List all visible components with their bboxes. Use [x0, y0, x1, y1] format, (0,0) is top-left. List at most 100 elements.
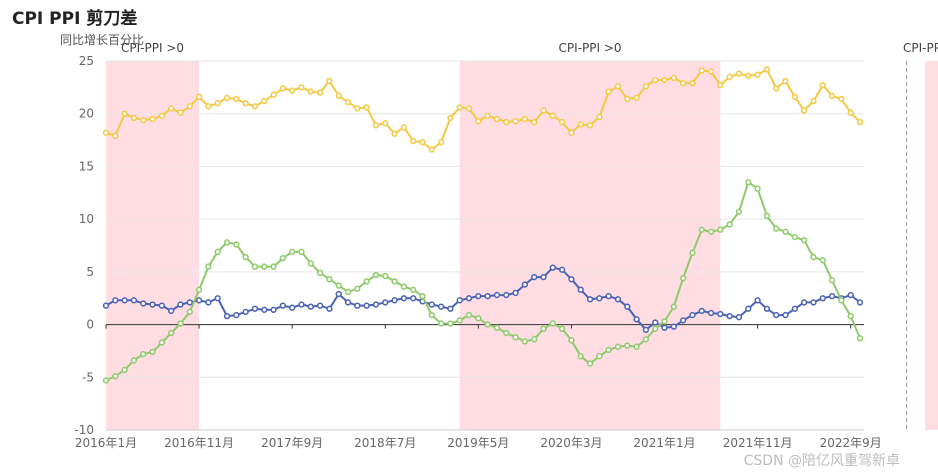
- data-point-blue: [344, 299, 352, 306]
- data-point-green: [140, 350, 147, 358]
- data-point-blue: [791, 305, 798, 312]
- data-point-blue: [177, 301, 184, 308]
- data-point-yellow: [856, 118, 864, 126]
- data-point-blue: [158, 302, 166, 309]
- band-label-2: CPI-PPI >0: [903, 41, 938, 55]
- data-point-green: [698, 226, 705, 233]
- data-point-green: [838, 297, 845, 304]
- x-tick-label: 2020年3月: [540, 436, 602, 450]
- data-point-blue: [279, 302, 287, 309]
- data-point-yellow: [540, 107, 547, 114]
- data-point-green: [242, 253, 249, 261]
- data-point-blue: [447, 305, 454, 312]
- data-point-yellow: [819, 82, 826, 89]
- data-point-yellow: [735, 70, 743, 77]
- data-point-blue: [205, 299, 212, 306]
- data-point-blue: [652, 319, 659, 326]
- data-point-yellow: [233, 95, 240, 103]
- data-point-blue: [372, 301, 380, 308]
- data-point-blue: [800, 299, 808, 306]
- data-point-green: [149, 348, 156, 356]
- data-point-green: [326, 276, 333, 283]
- data-point-yellow: [521, 115, 529, 123]
- data-point-yellow: [391, 130, 398, 137]
- data-point-yellow: [763, 66, 771, 73]
- data-point-green: [782, 228, 789, 235]
- data-point-blue: [195, 297, 203, 304]
- data-point-green: [679, 275, 687, 282]
- data-point-yellow: [503, 118, 510, 126]
- x-tick-label: 2021年11月: [723, 436, 793, 450]
- data-point-green: [586, 360, 594, 367]
- data-point-green: [372, 271, 380, 279]
- positive-band-1: [459, 61, 721, 430]
- data-point-blue: [112, 297, 119, 304]
- data-point-green: [102, 377, 110, 384]
- data-point-green: [195, 286, 203, 293]
- data-point-blue: [428, 301, 435, 308]
- data-point-blue: [475, 292, 482, 300]
- data-point-green: [447, 320, 454, 327]
- data-point-green: [475, 315, 482, 322]
- data-point-blue: [698, 307, 705, 315]
- data-point-yellow: [363, 104, 370, 111]
- data-point-blue: [410, 295, 417, 302]
- data-point-blue: [558, 266, 566, 273]
- data-point-yellow: [205, 103, 212, 110]
- data-point-yellow: [828, 92, 836, 99]
- data-point-blue: [707, 309, 715, 317]
- data-point-blue: [261, 306, 268, 313]
- data-point-blue: [661, 324, 668, 331]
- y-tick-label: 5: [86, 265, 94, 279]
- data-point-blue: [586, 296, 594, 303]
- data-point-blue: [400, 295, 408, 302]
- data-point-yellow: [475, 117, 482, 125]
- data-point-green: [633, 343, 640, 350]
- data-point-blue: [568, 276, 575, 283]
- data-point-yellow: [149, 115, 156, 123]
- band-label-0: CPI-PPI >0: [121, 41, 184, 55]
- data-point-green: [810, 253, 817, 261]
- data-point-blue: [689, 311, 696, 319]
- data-point-yellow: [531, 118, 538, 126]
- data-point-yellow: [410, 137, 417, 145]
- series-line-yellow: [105, 68, 861, 151]
- data-point-blue: [614, 296, 622, 303]
- data-point-yellow: [298, 84, 305, 91]
- data-point-yellow: [428, 146, 435, 153]
- y-tick-label: 15: [79, 159, 94, 173]
- data-point-green: [214, 248, 221, 255]
- data-point-yellow: [782, 77, 789, 85]
- data-point-blue: [391, 297, 398, 304]
- data-point-yellow: [140, 116, 147, 124]
- data-point-yellow: [400, 124, 408, 131]
- data-point-green: [391, 278, 398, 285]
- x-tick-label: 2019年5月: [447, 436, 509, 450]
- data-point-green: [745, 179, 752, 186]
- data-point-yellow: [707, 68, 715, 75]
- data-point-green: [540, 325, 547, 332]
- data-point-yellow: [512, 117, 519, 125]
- data-point-yellow: [689, 79, 696, 87]
- data-point-green: [205, 263, 212, 270]
- data-point-blue: [810, 299, 817, 306]
- data-point-blue: [819, 295, 826, 302]
- data-point-yellow: [549, 112, 556, 119]
- data-point-yellow: [745, 72, 752, 79]
- data-point-green: [847, 312, 854, 320]
- chart-title: CPI PPI 剪刀差: [12, 9, 138, 29]
- data-point-blue: [624, 303, 631, 310]
- data-point-yellow: [568, 129, 575, 136]
- data-point-green: [363, 278, 370, 285]
- data-point-green: [531, 336, 538, 343]
- data-point-green: [493, 324, 501, 331]
- data-point-yellow: [847, 109, 854, 116]
- data-point-blue: [121, 297, 128, 304]
- data-point-green: [549, 320, 556, 327]
- data-point-yellow: [624, 95, 631, 103]
- data-point-yellow: [679, 79, 687, 87]
- data-point-green: [382, 272, 389, 280]
- data-point-blue: [828, 292, 836, 300]
- data-point-green: [354, 285, 361, 292]
- data-point-green: [223, 239, 231, 246]
